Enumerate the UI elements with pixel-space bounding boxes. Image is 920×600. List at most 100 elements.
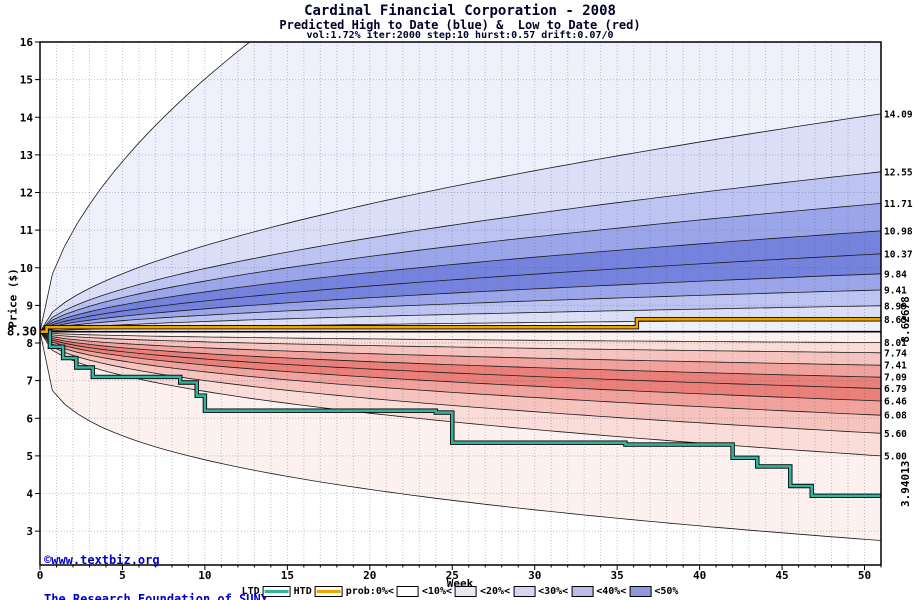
- y-tick-label: 11: [20, 224, 34, 237]
- legend-prob-swatch-0: [396, 586, 419, 597]
- right-percentile-label: 5.60: [884, 429, 907, 440]
- chart-subtitle: Predicted High to Date (blue) & Low to D…: [279, 18, 641, 32]
- band-high-6: [40, 203, 881, 332]
- chart-title: Cardinal Financial Corporation - 2008: [304, 3, 616, 19]
- htd-line: [40, 318, 881, 333]
- right-percentile-label: 10.98: [884, 226, 913, 237]
- right-percentile-label: 10.37: [884, 249, 913, 260]
- legend-prob-swatch-3: [571, 586, 594, 597]
- percentile-curve: [40, 305, 881, 333]
- series-lines: [40, 317, 881, 498]
- band-low-7: [40, 331, 881, 434]
- percentile-curve: [40, 331, 881, 378]
- legend-htd-swatch: [314, 586, 343, 597]
- y-tick-label: 5: [26, 450, 33, 463]
- y-tick-label: 12: [20, 187, 33, 200]
- percentile-curve: [40, 331, 881, 354]
- band-low-6: [40, 331, 881, 416]
- chart-params: vol:1.72% iter:2000 step:10 hurst:0.57 d…: [306, 30, 614, 41]
- y-tick-label: 6: [26, 412, 33, 425]
- y-tick-label: 7: [26, 375, 33, 388]
- percentile-curve: [40, 273, 881, 333]
- y-tick-label: 10: [20, 262, 33, 275]
- percentile-curve: [40, 203, 881, 332]
- right-percentile-label: 8.01: [884, 338, 907, 349]
- band-low-4: [40, 331, 881, 389]
- axes-frame: [35, 41, 882, 570]
- legend-prob-threshold-0: <10%<: [421, 586, 452, 597]
- percentile-curve: [40, 289, 881, 333]
- legend-prob-swatch-1: [454, 586, 477, 597]
- percentile-curve: [40, 331, 881, 402]
- percentile-curve: [40, 331, 881, 343]
- right-percentile-label: 7.09: [884, 373, 907, 384]
- legend-prob-threshold-4: <50%: [654, 586, 679, 597]
- x-tick-label: 0: [37, 569, 44, 582]
- percentile-curve: [40, 230, 881, 333]
- y-axis-label: Price ($): [6, 268, 20, 328]
- percentile-curve: [40, 171, 881, 332]
- legend-prob-swatch-2: [513, 586, 536, 597]
- right-percentile-label: 6.08: [884, 411, 907, 422]
- legend-prob-threshold-1: <20%<: [479, 586, 511, 597]
- start-price-label: 8.30: [7, 324, 37, 339]
- legend-prob-threshold-3: <40%<: [596, 586, 627, 597]
- band-high-4: [40, 253, 881, 332]
- ltd-line: [40, 330, 881, 498]
- band-low-1: [40, 331, 881, 353]
- axis-labels: 0 5 10 15 20 25 30 35 40 45 5034567891011121314151…: [7, 36, 913, 582]
- probability-bands: [40, 42, 881, 541]
- right-percentile-label: 14.09: [884, 109, 913, 120]
- legend-prob-swatch-4: [629, 586, 652, 597]
- band-low-0: [40, 331, 881, 343]
- band-high-8: [40, 113, 881, 332]
- x-tick-label: 45: [775, 569, 788, 582]
- band-high-9: [40, 42, 881, 332]
- percentile-curves: [40, 42, 881, 541]
- right-percentile-label: 8.99: [884, 301, 907, 312]
- percentile-curve: [40, 331, 881, 416]
- band-high-7: [40, 171, 881, 332]
- band-low-8: [40, 331, 881, 456]
- percentile-curve: [40, 331, 881, 541]
- y-tick-label: 15: [20, 74, 33, 87]
- legend-prob-threshold-2: <30%<: [538, 586, 569, 597]
- percentile-curve: [40, 113, 881, 332]
- percentile-curve: [40, 253, 881, 333]
- plot-border: [39, 41, 882, 566]
- band-low-3: [40, 331, 881, 378]
- legend-ltd-label: LTD: [241, 586, 260, 597]
- x-tick-label: 35: [611, 569, 624, 582]
- percentile-curve: [40, 331, 881, 366]
- y-tick-label: 3: [26, 525, 33, 538]
- band-high-2: [40, 290, 881, 332]
- x-tick-label: 5: [119, 569, 126, 582]
- x-tick-label: 15: [281, 569, 294, 582]
- right-percentile-label: 7.74: [884, 348, 907, 359]
- x-tick-label: 10: [198, 569, 211, 582]
- band-low-9: [40, 331, 881, 541]
- band-high-3: [40, 273, 881, 332]
- right-percentile-label: 6.79: [884, 384, 907, 395]
- right-percentile-label: 11.71: [884, 199, 913, 210]
- right-percentile-label: 7.41: [884, 361, 907, 372]
- legend-htd-label: HTD: [293, 586, 312, 597]
- watermark-org: The Research Foundation of SUNY: [44, 592, 268, 600]
- y-tick-label: 16: [20, 36, 34, 49]
- legend-prob-prefix: prob:0%<: [345, 586, 394, 597]
- ltd-final-label: 3.94013: [899, 461, 912, 507]
- y-tick-label: 8: [26, 337, 33, 350]
- x-tick-label: 30: [528, 569, 541, 582]
- x-tick-label: 40: [693, 569, 706, 582]
- band-high-5: [40, 230, 881, 332]
- band-low-5: [40, 331, 881, 401]
- watermark-site: ©www.textbiz.org: [44, 553, 160, 567]
- percentile-curve: [40, 331, 881, 457]
- watermark: ©www.textbiz.org The Research Foundation…: [44, 528, 268, 600]
- right-percentile-label: 6.46: [884, 396, 907, 407]
- y-tick-label: 13: [20, 149, 33, 162]
- x-tick-label: 25: [446, 569, 459, 582]
- right-percentile-label: 12.55: [884, 167, 913, 178]
